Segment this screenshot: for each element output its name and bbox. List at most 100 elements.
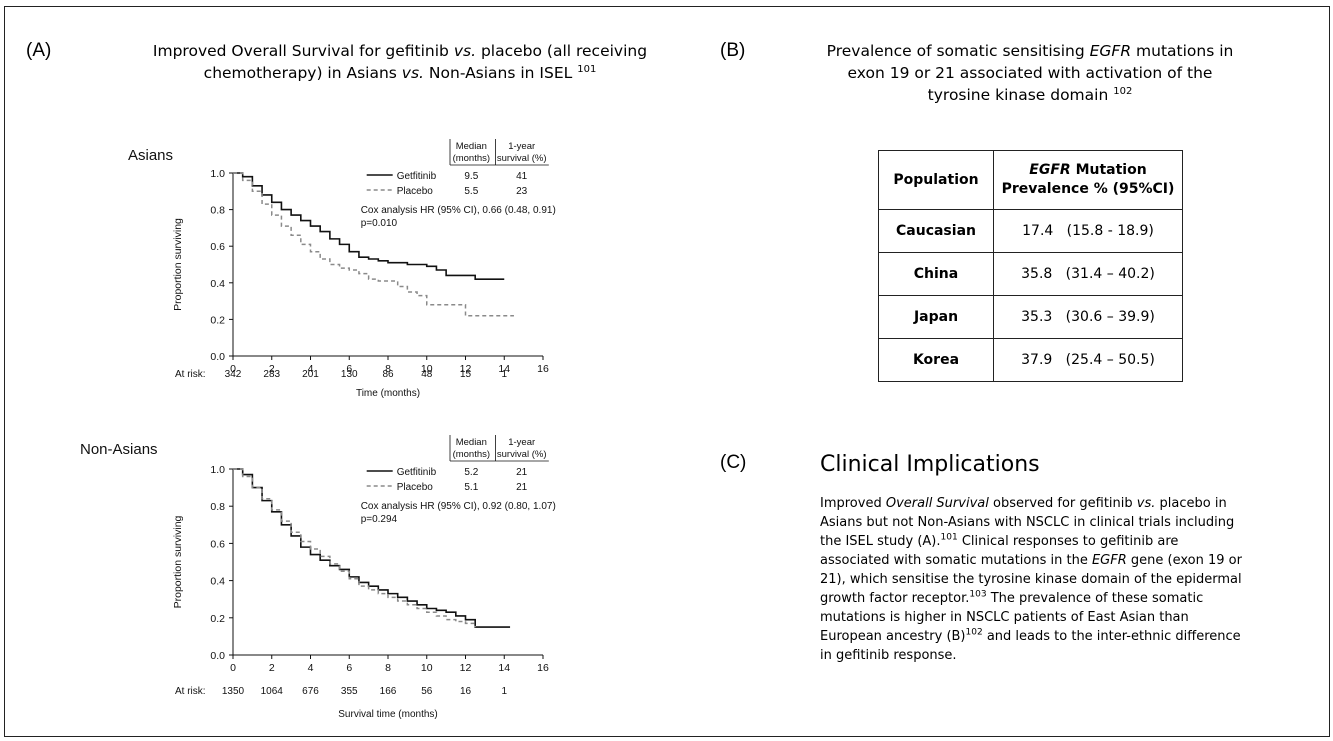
panel-a-title-line2-wrap: chemotherapy) in Asians vs. Non-Asians i… [100, 62, 700, 84]
at-risk-value: 130 [341, 369, 358, 380]
cox-annotation: Cox analysis HR (95% CI), 0.66 (0.48, 0.… [361, 205, 556, 216]
panel-c-letter: (C) [720, 452, 747, 473]
series-line-placebo [233, 468, 476, 628]
at-risk-value: 676 [302, 686, 319, 697]
x-tick-label: 2 [269, 363, 275, 375]
at-risk-value: 1 [501, 686, 507, 697]
x-tick-label: 2 [269, 662, 275, 674]
header-population: Population [878, 150, 994, 210]
at-risk-value: 1 [501, 369, 507, 380]
prevalence-cell: 17.4 (15.8 - 18.9) [993, 209, 1183, 253]
prevalence-cell: 35.8 (31.4 – 40.2) [993, 252, 1183, 296]
header-prevalence-line2: Prevalence % (95%CI) [1001, 181, 1175, 197]
y-tick-label: 0.8 [210, 205, 225, 217]
y-tick-label: 0.0 [210, 650, 225, 662]
legend-series-name: Placebo [397, 482, 434, 493]
legend-header-median: Median [456, 437, 487, 448]
x-tick-label: 16 [537, 662, 549, 674]
legend-header-survival-unit: survival (%) [497, 153, 547, 164]
panel-b-title-line3: tyrosine kinase domain [927, 86, 1109, 104]
chart-title: Non-Asians [80, 441, 158, 458]
panel-b-title-line1: Prevalence of somatic sensitising EGFR m… [826, 42, 1234, 60]
legend-header-survival-unit: survival (%) [497, 449, 547, 460]
table-row: China 35.8 (31.4 – 40.2) [878, 252, 1183, 296]
legend-survival-value: 21 [516, 482, 528, 493]
panel-b-title: Prevalence of somatic sensitising EGFR m… [790, 40, 1270, 106]
panel-c-body: Improved Overall Survival observed for g… [820, 496, 1242, 663]
legend-series-name: Placebo [397, 186, 434, 197]
legend-survival-value: 41 [516, 171, 528, 182]
legend-series-name: Getfitinib [397, 467, 437, 478]
y-tick-label: 1.0 [210, 168, 225, 180]
x-tick-label: 10 [421, 662, 433, 674]
table-row: Caucasian 17.4 (15.8 - 18.9) [878, 209, 1183, 253]
population-cell: Korea [878, 338, 994, 382]
prevalence-cell: 37.9 (25.4 – 50.5) [993, 338, 1183, 382]
panel-b-title-line2: exon 19 or 21 associated with activation… [847, 64, 1213, 82]
x-tick-label: 14 [498, 662, 510, 674]
y-tick-label: 0.6 [210, 538, 225, 550]
x-tick-label: 6 [346, 363, 352, 375]
x-tick-label: 14 [498, 363, 510, 375]
x-tick-label: 10 [421, 363, 433, 375]
cox-annotation: Cox analysis HR (95% CI), 0.92 (0.80, 1.… [361, 501, 556, 512]
at-risk-value: 86 [382, 369, 394, 380]
panel-a-title-line1: Improved Overall Survival for gefitinib … [152, 42, 648, 60]
x-tick-label: 4 [308, 363, 314, 375]
x-axis-label: Survival time (months) [338, 709, 437, 720]
at-risk-value: 16 [460, 686, 472, 697]
legend-median-value: 5.5 [464, 186, 478, 197]
x-tick-label: 8 [385, 363, 391, 375]
header-prevalence: EGFR Mutation Prevalence % (95%CI) [993, 150, 1183, 210]
at-risk-value: 342 [225, 369, 242, 380]
legend-header-median-unit: (months) [453, 449, 490, 460]
x-tick-label: 4 [308, 662, 314, 674]
x-tick-label: 0 [230, 363, 236, 375]
header-prevalence-line1: EGFR Mutation [1029, 162, 1147, 178]
at-risk-value: 15 [460, 369, 472, 380]
y-tick-label: 0.2 [210, 613, 225, 625]
x-tick-label: 12 [460, 662, 472, 674]
panel-b-letter: (B) [720, 40, 746, 61]
population-cell: Caucasian [878, 209, 994, 253]
p-value-annotation: p=0.294 [361, 514, 398, 525]
x-tick-label: 8 [385, 662, 391, 674]
legend-median-value: 9.5 [464, 171, 478, 182]
legend-median-value: 5.2 [464, 467, 478, 478]
at-risk-value: 283 [263, 369, 280, 380]
x-tick-label: 6 [346, 662, 352, 674]
legend-header-survival: 1-year [508, 437, 535, 448]
y-axis-label: Proportion surviving [172, 218, 184, 311]
panel-a-letter: (A) [26, 40, 52, 61]
at-risk-value: 201 [302, 369, 319, 380]
table-row: Japan 35.3 (30.6 – 39.9) [878, 295, 1183, 339]
x-tick-label: 0 [230, 662, 236, 674]
population-cell: Japan [878, 295, 994, 339]
series-line-placebo [233, 172, 514, 317]
legend-header-survival: 1-year [508, 141, 535, 152]
at-risk-label: At risk: [175, 369, 206, 380]
y-tick-label: 0.0 [210, 351, 225, 363]
p-value-annotation: p=0.010 [361, 218, 398, 229]
panel-b-title-line3-wrap: tyrosine kinase domain 102 [790, 84, 1270, 106]
legend-series-name: Getfitinib [397, 171, 437, 182]
series-line-getfitinib [233, 172, 505, 280]
y-tick-label: 0.4 [210, 278, 225, 290]
at-risk-value: 355 [341, 686, 358, 697]
panel-a-title-ref: 101 [577, 63, 597, 75]
legend-survival-value: 23 [516, 186, 528, 197]
y-axis-label: Proportion surviving [172, 515, 184, 608]
panel-a-title-line2: chemotherapy) in Asians vs. Non-Asians i… [203, 64, 573, 82]
chart-title: Asians [128, 147, 173, 164]
y-tick-label: 0.4 [210, 576, 225, 588]
at-risk-value: 1350 [222, 686, 245, 697]
x-tick-label: 16 [537, 363, 549, 375]
panel-b-title-ref: 102 [1113, 85, 1133, 97]
x-tick-label: 12 [460, 363, 472, 375]
legend-median-value: 5.1 [464, 482, 478, 493]
at-risk-label: At risk: [175, 686, 206, 697]
legend-survival-value: 21 [516, 467, 528, 478]
legend-header-median: Median [456, 141, 487, 152]
panel-a-title: Improved Overall Survival for gefitinib … [100, 40, 700, 84]
